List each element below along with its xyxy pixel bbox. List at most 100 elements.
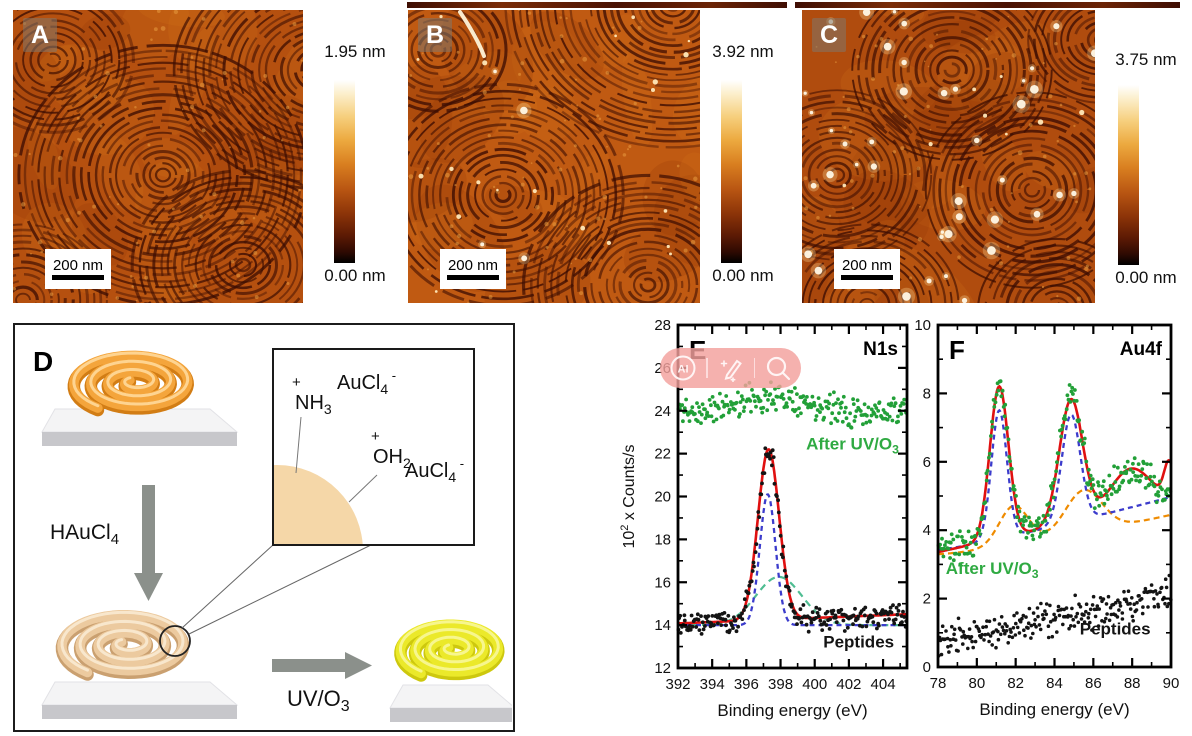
svg-text:86: 86	[1085, 675, 1102, 692]
colorbar-c-max: 3.75 nm	[1115, 50, 1177, 69]
colorbar-a	[334, 80, 355, 263]
zoom-callout-circle	[159, 625, 191, 657]
series-E-1	[678, 493, 907, 627]
panel-label-b: B	[418, 18, 452, 52]
surface-zoom-disc	[273, 465, 363, 545]
x-axis-title: Binding energy (eV)	[717, 701, 867, 720]
uv-o3-arrow	[272, 652, 372, 679]
svg-text:394: 394	[700, 676, 725, 693]
afm-texture-c	[802, 10, 1095, 303]
crop-strip-top-c	[795, 2, 1180, 8]
svg-text:82: 82	[1007, 675, 1024, 692]
svg-text:90: 90	[1163, 675, 1180, 692]
colorbar-b-min: 0.00 nm	[712, 266, 774, 285]
substrate-slab	[389, 684, 517, 722]
svg-text:18: 18	[654, 531, 671, 548]
peptide-spiral-initial	[67, 350, 194, 417]
svg-text:22: 22	[654, 446, 671, 463]
svg-text:10: 10	[914, 318, 931, 334]
colorbar-b-max: 3.92 nm	[712, 42, 774, 61]
panel-label-c: C	[812, 18, 846, 52]
svg-text:2: 2	[923, 591, 931, 608]
nh3-plus-sign: +	[292, 374, 301, 391]
gold-spiral-final	[394, 619, 505, 682]
afm-image-b: B 200 nm	[408, 10, 700, 303]
annotation-F-1: Peptides	[1080, 620, 1151, 639]
svg-text:20: 20	[654, 489, 671, 506]
magic-pen-icon[interactable]	[714, 351, 748, 385]
toolbar-divider	[706, 358, 708, 378]
substrate-slab	[41, 681, 239, 719]
schematic-panel-d: D HAuCl4 UV/O3 + NH3 AuCl4 - + OH2 AuCl4 -	[13, 323, 517, 732]
reagent-label-haucl4: HAuCl4	[50, 521, 119, 548]
colorbar-a-min: 0.00 nm	[324, 266, 386, 285]
svg-text:16: 16	[654, 574, 671, 591]
chart-F: 78 80 82 84 86 88 90 0 2 4 6 8 10 F Au4f Binding energy…	[914, 318, 1179, 719]
series-F-4	[936, 573, 1173, 658]
ai-overlay-toolbar: AI	[660, 348, 801, 388]
magnifier-icon[interactable]	[761, 351, 795, 385]
reagent-label-uvo3: UV/O3	[287, 686, 350, 715]
svg-text:8: 8	[923, 385, 931, 402]
series-F-1	[938, 408, 1172, 552]
scale-bar-line	[52, 275, 104, 280]
colorbar-c	[1118, 85, 1139, 265]
substrate-slab	[41, 408, 239, 446]
svg-text:404: 404	[871, 676, 896, 693]
afm-texture-a	[13, 10, 303, 303]
haucl4-arrow	[134, 485, 163, 601]
corner-label-E: N1s	[863, 339, 898, 360]
ai-badge-icon[interactable]: AI	[666, 351, 700, 385]
y-axis-title: 102 x Counts/s	[619, 445, 638, 549]
svg-text:392: 392	[665, 676, 690, 693]
colorbar-b	[721, 80, 742, 263]
afm-image-c: C 200 nm	[802, 10, 1095, 303]
corner-label-F: Au4f	[1120, 339, 1163, 360]
svg-text:80: 80	[968, 675, 985, 692]
series-E-4	[676, 446, 909, 636]
panel-letter-F: F	[949, 335, 965, 365]
svg-text:0: 0	[923, 659, 931, 676]
annotation-E-0: After UV/O3	[806, 434, 899, 456]
svg-text:AI: AI	[678, 364, 689, 376]
scale-bar-line	[447, 275, 499, 280]
inset-box	[272, 348, 475, 546]
callout-line	[188, 544, 372, 635]
svg-text:4: 4	[923, 522, 931, 539]
afm-image-a: A 200 nm	[13, 10, 303, 303]
afm-texture-b	[408, 10, 700, 303]
x-axis-title: Binding energy (eV)	[979, 700, 1129, 719]
colorbar-c-min: 0.00 nm	[1115, 268, 1177, 287]
svg-text:12: 12	[654, 660, 671, 677]
aucl4-label-1: AuCl4 -	[337, 368, 396, 397]
panel-letter-d: D	[33, 346, 53, 377]
svg-text:14: 14	[654, 617, 671, 634]
panel-label-a: A	[23, 18, 57, 52]
svg-text:78: 78	[930, 675, 947, 692]
colorbar-a-max: 1.95 nm	[324, 42, 386, 61]
series-F-3	[936, 379, 1173, 567]
svg-text:28: 28	[654, 318, 671, 334]
oh2-label: OH2	[373, 446, 411, 471]
svg-text:396: 396	[734, 676, 759, 693]
svg-text:84: 84	[1046, 675, 1063, 692]
svg-text:6: 6	[923, 454, 931, 471]
scale-bar-label: 200 nm	[841, 257, 893, 274]
svg-text:400: 400	[802, 676, 827, 693]
svg-text:398: 398	[768, 676, 793, 693]
series-F-2	[937, 384, 1173, 554]
callout-line	[181, 544, 274, 629]
series-F-0	[938, 488, 1172, 556]
chart-au4f: 78 80 82 84 86 88 90 0 2 4 6 8 10 F Au4f Binding energy…	[914, 318, 1179, 719]
scale-bar-b: 200 nm	[440, 249, 506, 289]
peptide-spiral-gold-loaded	[55, 610, 190, 681]
toolbar-divider	[753, 358, 755, 378]
scale-bar-a: 200 nm	[45, 249, 111, 289]
nh3-label: NH3	[295, 392, 332, 417]
svg-text:24: 24	[654, 403, 671, 420]
scale-bar-label: 200 nm	[52, 257, 104, 274]
scale-bar-line	[841, 275, 893, 280]
aucl4-label-2: AuCl4 -	[405, 456, 464, 485]
scale-bar-label: 200 nm	[447, 257, 499, 274]
